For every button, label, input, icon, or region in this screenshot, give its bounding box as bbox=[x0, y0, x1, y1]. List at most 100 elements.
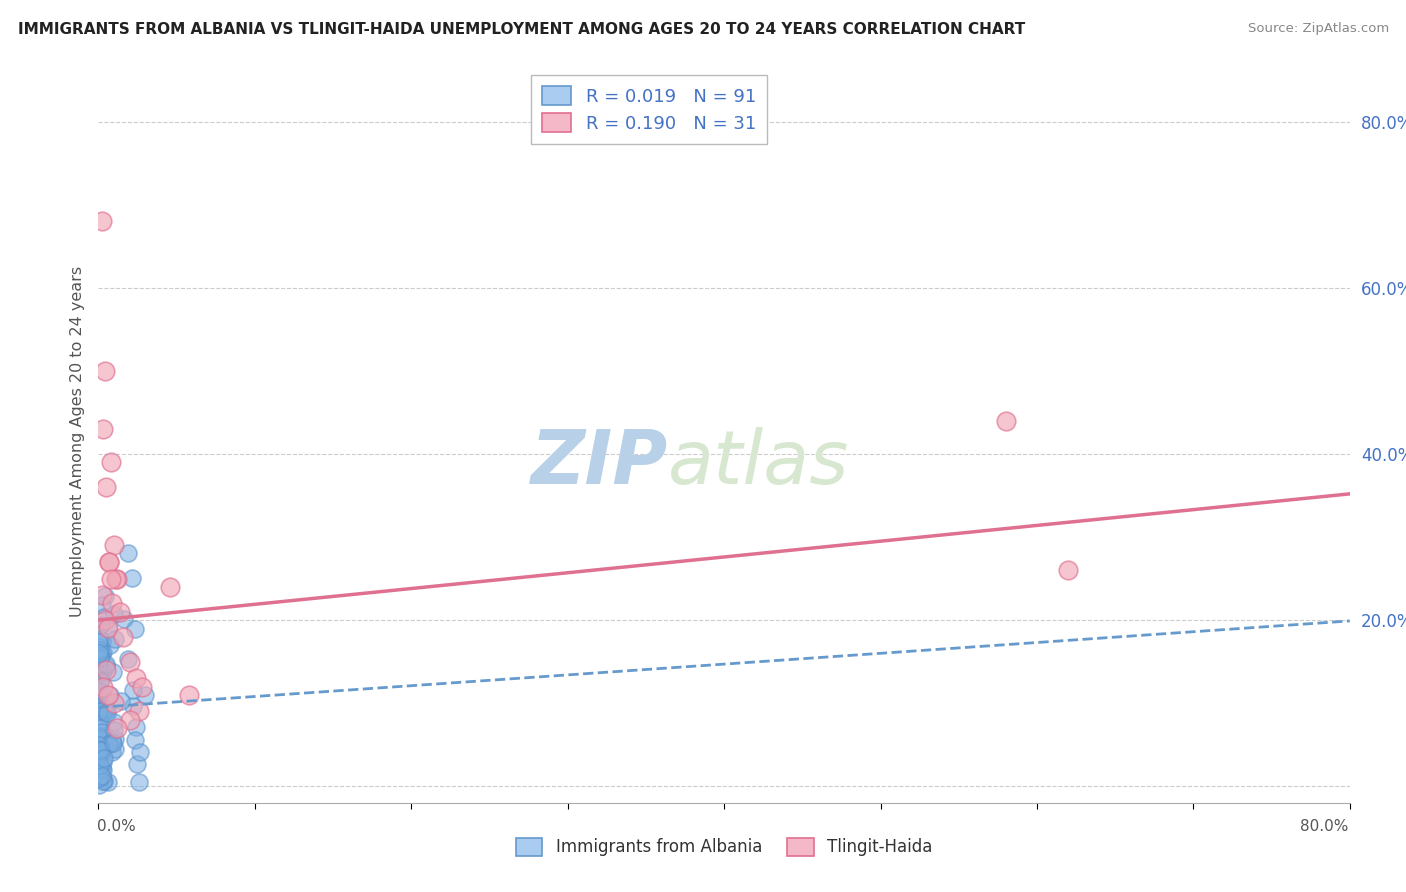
Point bbox=[87, 729, 110, 743]
Point bbox=[91, 698, 114, 713]
Point bbox=[112, 612, 135, 626]
Point bbox=[90, 745, 112, 759]
Point bbox=[87, 646, 110, 660]
Point bbox=[96, 703, 118, 717]
Point bbox=[87, 763, 110, 777]
Point bbox=[89, 643, 111, 657]
Point bbox=[1057, 563, 1080, 577]
Point bbox=[124, 622, 146, 636]
Point bbox=[128, 775, 150, 789]
Point bbox=[91, 664, 114, 678]
Point bbox=[89, 742, 111, 756]
Point bbox=[101, 665, 124, 680]
Point bbox=[128, 705, 150, 719]
Point bbox=[104, 632, 127, 646]
Point bbox=[110, 605, 132, 619]
Point bbox=[159, 580, 181, 594]
Point bbox=[89, 743, 111, 757]
Point bbox=[90, 716, 112, 731]
Point bbox=[103, 696, 125, 710]
Point bbox=[103, 723, 125, 737]
Point bbox=[101, 745, 124, 759]
Point bbox=[87, 684, 110, 698]
Text: 0.0%: 0.0% bbox=[97, 820, 136, 834]
Point bbox=[97, 775, 120, 789]
Point bbox=[121, 571, 143, 585]
Point bbox=[89, 757, 111, 772]
Point bbox=[101, 736, 124, 750]
Point bbox=[90, 724, 112, 739]
Point bbox=[97, 621, 120, 635]
Point bbox=[121, 699, 143, 714]
Point bbox=[112, 630, 135, 644]
Point bbox=[90, 646, 112, 660]
Point bbox=[89, 674, 111, 689]
Point bbox=[101, 597, 124, 611]
Point bbox=[93, 610, 115, 624]
Point bbox=[96, 663, 118, 677]
Point bbox=[90, 214, 112, 228]
Point bbox=[97, 688, 120, 702]
Point bbox=[125, 720, 148, 734]
Point bbox=[87, 778, 110, 792]
Point bbox=[90, 673, 112, 687]
Point bbox=[93, 751, 115, 765]
Point bbox=[103, 538, 125, 552]
Point bbox=[93, 701, 115, 715]
Point bbox=[93, 364, 115, 378]
Point bbox=[117, 651, 139, 665]
Point bbox=[100, 572, 122, 586]
Point bbox=[89, 635, 111, 649]
Point bbox=[91, 763, 114, 777]
Point bbox=[87, 658, 110, 673]
Point bbox=[103, 607, 125, 621]
Point bbox=[90, 618, 112, 632]
Point bbox=[91, 422, 114, 436]
Point bbox=[89, 731, 111, 745]
Point bbox=[89, 731, 111, 746]
Text: atlas: atlas bbox=[668, 427, 849, 500]
Point bbox=[90, 769, 112, 783]
Point bbox=[129, 745, 152, 759]
Point bbox=[89, 751, 111, 765]
Point bbox=[100, 734, 122, 748]
Point bbox=[89, 658, 111, 673]
Point bbox=[89, 632, 111, 646]
Point bbox=[91, 634, 114, 648]
Point bbox=[91, 755, 114, 769]
Point bbox=[93, 695, 115, 709]
Point bbox=[125, 671, 148, 685]
Point bbox=[100, 688, 122, 702]
Point bbox=[89, 736, 111, 750]
Point bbox=[104, 741, 127, 756]
Point bbox=[121, 682, 143, 697]
Point bbox=[87, 738, 110, 752]
Point bbox=[90, 598, 112, 612]
Point bbox=[134, 688, 156, 702]
Point bbox=[96, 706, 118, 720]
Point bbox=[94, 659, 117, 673]
Point bbox=[105, 572, 128, 586]
Point bbox=[89, 640, 111, 655]
Point bbox=[87, 746, 110, 760]
Point bbox=[110, 694, 132, 708]
Point bbox=[125, 756, 148, 771]
Point bbox=[93, 774, 115, 789]
Point bbox=[90, 767, 112, 781]
Point bbox=[93, 703, 115, 717]
Point bbox=[89, 701, 111, 715]
Point bbox=[96, 657, 118, 671]
Point bbox=[118, 713, 141, 727]
Point bbox=[87, 704, 110, 718]
Text: 80.0%: 80.0% bbox=[1301, 820, 1348, 834]
Point bbox=[90, 588, 112, 602]
Point bbox=[97, 621, 120, 635]
Point bbox=[118, 655, 141, 669]
Point bbox=[91, 680, 114, 694]
Point bbox=[124, 732, 146, 747]
Y-axis label: Unemployment Among Ages 20 to 24 years: Unemployment Among Ages 20 to 24 years bbox=[69, 266, 84, 617]
Point bbox=[994, 414, 1017, 428]
Legend: Immigrants from Albania, Tlingit-Haida: Immigrants from Albania, Tlingit-Haida bbox=[509, 831, 939, 863]
Point bbox=[94, 705, 117, 719]
Point bbox=[89, 643, 111, 657]
